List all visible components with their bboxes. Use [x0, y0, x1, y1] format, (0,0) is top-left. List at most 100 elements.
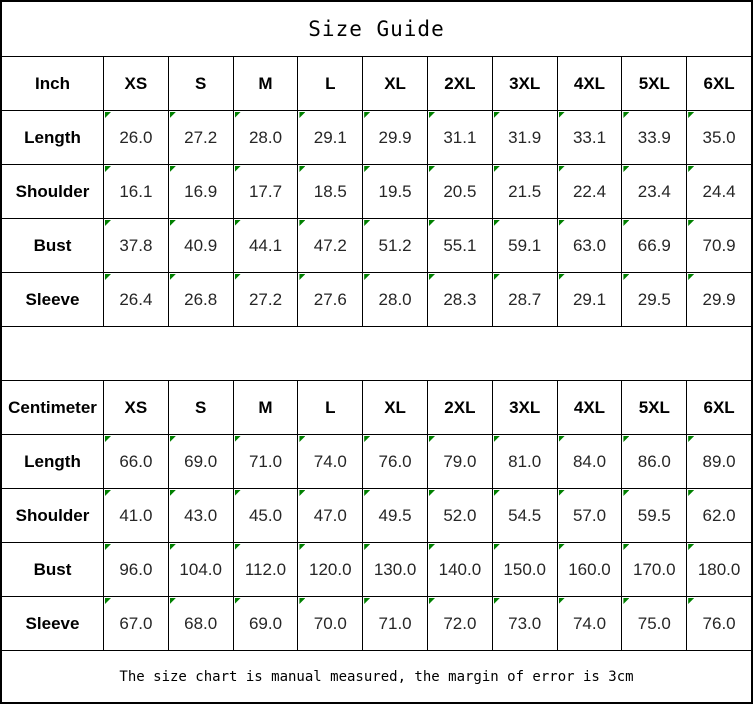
green-corner-flag-icon — [234, 544, 241, 550]
value-cell: 29.9 — [686, 272, 751, 326]
green-corner-flag-icon — [105, 490, 111, 496]
green-corner-flag-icon — [299, 544, 306, 550]
green-corner-flag-icon — [429, 490, 435, 496]
value-text: 66.9 — [637, 235, 671, 255]
value-text: 130.0 — [373, 559, 417, 579]
value-cell: 16.1 — [103, 164, 168, 218]
title-row: Size Guide — [2, 2, 751, 56]
value-text: 76.0 — [702, 613, 736, 633]
value-text: 70.0 — [313, 613, 347, 633]
value-text: 54.5 — [508, 505, 542, 525]
value-text: 180.0 — [697, 559, 741, 579]
size-header-cell: 6XL — [686, 56, 751, 110]
green-corner-flag-icon — [493, 490, 500, 496]
value-text: 17.7 — [248, 181, 283, 201]
value-cell: 17.7 — [232, 164, 298, 218]
green-corner-flag-icon — [169, 490, 176, 496]
green-corner-flag-icon — [493, 274, 500, 280]
value-cell: 22.4 — [556, 164, 622, 218]
size-header-cell: 3XL — [491, 56, 557, 110]
green-corner-flag-icon — [429, 544, 435, 550]
value-cell: 20.5 — [427, 164, 492, 218]
value-text: 27.2 — [248, 289, 283, 309]
value-text: 150.0 — [503, 559, 546, 579]
page-title: Size Guide — [308, 17, 445, 41]
value-cell: 70.9 — [686, 218, 751, 272]
green-corner-flag-icon — [105, 220, 111, 226]
value-text: 18.5 — [313, 181, 347, 201]
measurement-label-cell: Sleeve — [2, 596, 103, 650]
green-corner-flag-icon — [429, 436, 435, 442]
value-cell: 28.3 — [427, 272, 492, 326]
value-cell: 73.0 — [491, 596, 557, 650]
value-cell: 45.0 — [232, 488, 298, 542]
value-text: 79.0 — [443, 451, 477, 471]
value-text: 84.0 — [572, 451, 607, 471]
value-cell: 21.5 — [491, 164, 557, 218]
green-corner-flag-icon — [234, 112, 241, 118]
size-header-cell: S — [167, 380, 233, 434]
green-corner-flag-icon — [234, 490, 241, 496]
value-text: 31.1 — [443, 127, 477, 147]
size-table-centimeter: Centimeter XS S M L XL 2XL 3XL 4XL 5XL 6XL Length 66… — [2, 380, 751, 650]
value-text: 24.4 — [702, 181, 736, 201]
value-cell: 41.0 — [103, 488, 168, 542]
value-cell: 27.2 — [167, 110, 233, 164]
value-text: 59.1 — [508, 235, 542, 255]
measurement-label-cell: Shoulder — [2, 164, 103, 218]
green-corner-flag-icon — [688, 220, 695, 226]
size-header-cell: 5XL — [621, 56, 687, 110]
value-text: 20.5 — [443, 181, 477, 201]
measurement-label-cell: Length — [2, 434, 103, 488]
value-text: 28.0 — [378, 289, 412, 309]
value-cell: 28.0 — [362, 272, 427, 326]
green-corner-flag-icon — [364, 274, 371, 280]
measurement-label-cell: Bust — [2, 542, 103, 596]
green-corner-flag-icon — [169, 544, 176, 550]
value-cell: 26.8 — [167, 272, 233, 326]
value-cell: 69.0 — [167, 434, 233, 488]
value-cell: 23.4 — [621, 164, 687, 218]
size-header-cell: 4XL — [556, 380, 622, 434]
green-corner-flag-icon — [623, 436, 630, 442]
green-corner-flag-icon — [105, 112, 111, 118]
value-text: 28.7 — [508, 289, 542, 309]
size-header-cell: XS — [103, 380, 168, 434]
value-text: 72.0 — [443, 613, 477, 633]
measurement-label-cell: Sleeve — [2, 272, 103, 326]
value-cell: 84.0 — [556, 434, 622, 488]
value-text: 73.0 — [508, 613, 542, 633]
value-cell: 59.1 — [491, 218, 557, 272]
green-corner-flag-icon — [299, 598, 306, 604]
green-corner-flag-icon — [169, 220, 176, 226]
green-corner-flag-icon — [234, 220, 241, 226]
value-text: 66.0 — [119, 451, 153, 471]
green-corner-flag-icon — [558, 544, 565, 550]
green-corner-flag-icon — [623, 490, 630, 496]
value-text: 29.1 — [572, 289, 607, 309]
value-text: 16.9 — [184, 181, 218, 201]
value-cell: 104.0 — [167, 542, 233, 596]
green-corner-flag-icon — [299, 274, 306, 280]
value-text: 104.0 — [179, 559, 222, 579]
value-cell: 26.4 — [103, 272, 168, 326]
value-text: 52.0 — [443, 505, 477, 525]
green-corner-flag-icon — [234, 274, 241, 280]
green-corner-flag-icon — [169, 274, 176, 280]
value-text: 89.0 — [702, 451, 736, 471]
value-text: 57.0 — [572, 505, 607, 525]
value-text: 45.0 — [248, 505, 283, 525]
value-cell: 43.0 — [167, 488, 233, 542]
green-corner-flag-icon — [234, 166, 241, 172]
size-header-cell: 3XL — [491, 380, 557, 434]
value-cell: 67.0 — [103, 596, 168, 650]
value-text: 112.0 — [244, 559, 287, 579]
value-text: 29.1 — [313, 127, 347, 147]
green-corner-flag-icon — [169, 598, 176, 604]
green-corner-flag-icon — [299, 436, 306, 442]
value-text: 62.0 — [702, 505, 736, 525]
value-cell: 66.9 — [621, 218, 687, 272]
value-cell: 140.0 — [427, 542, 492, 596]
value-cell: 59.5 — [621, 488, 687, 542]
value-text: 23.4 — [637, 181, 671, 201]
